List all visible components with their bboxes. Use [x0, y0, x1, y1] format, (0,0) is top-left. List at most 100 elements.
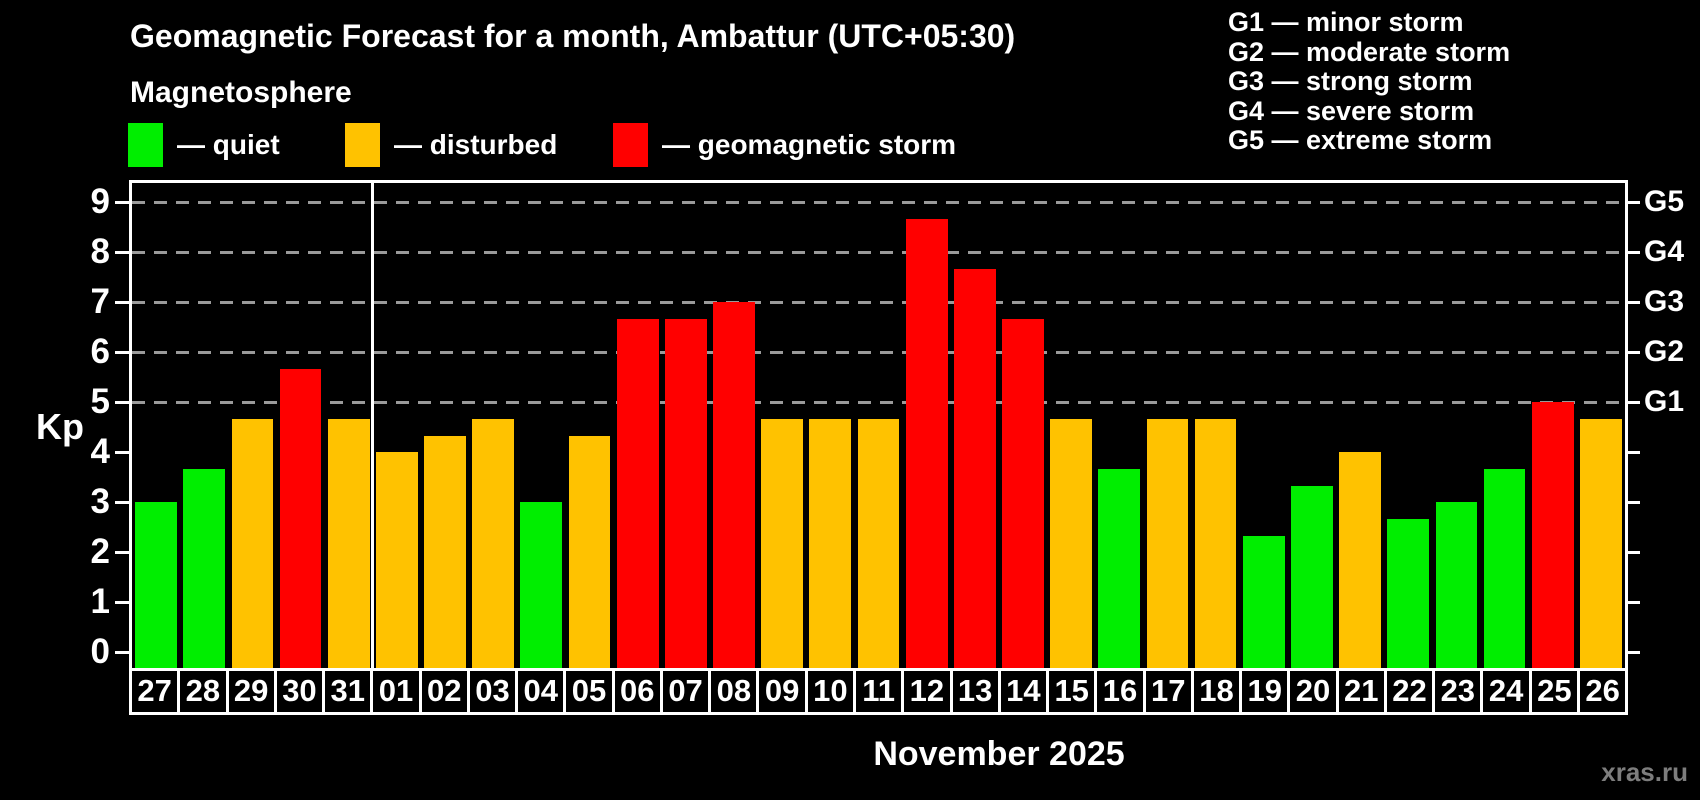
kp-bar-day-24	[1483, 468, 1526, 668]
kp-bar-day-30	[279, 368, 322, 668]
storm-scale-line-g5: G5 — extreme storm	[1228, 125, 1493, 155]
left-tick-kp-2	[115, 550, 129, 554]
kp-bar-day-20	[1291, 485, 1333, 668]
gridline-kp-7	[132, 300, 1625, 304]
plot-area	[129, 180, 1628, 671]
x-day-cell-29: 29	[225, 668, 274, 715]
kp-bar-day-25	[1531, 402, 1574, 668]
kp-bar-day-10	[809, 418, 852, 668]
left-tick-kp-6	[115, 350, 129, 354]
month-separator-line	[371, 183, 375, 668]
y-tick-label-1: 1	[90, 582, 110, 621]
x-day-cell-16: 16	[1094, 668, 1143, 715]
x-day-cell-06: 06	[611, 668, 660, 715]
legend-label-disturbed: — disturbed	[394, 129, 558, 160]
kp-bar-day-13	[953, 268, 996, 668]
y-tick-label-4: 4	[90, 432, 110, 471]
kp-bar-day-17	[1146, 418, 1189, 668]
x-day-cell-02: 02	[418, 668, 467, 715]
chart-title: Geomagnetic Forecast for a month, Ambatt…	[130, 18, 1016, 54]
legend-swatch-quiet	[128, 123, 163, 167]
y-tick-label-3: 3	[90, 482, 110, 521]
gridline-kp-8	[132, 250, 1625, 254]
y-tick-label-5: 5	[90, 382, 110, 421]
right-tick-kp-8	[1626, 250, 1640, 254]
kp-bar-day-11	[857, 418, 900, 668]
x-day-cell-19: 19	[1239, 668, 1288, 715]
storm-scale-line-g4: G4 — severe storm	[1228, 95, 1475, 126]
left-tick-kp-5	[115, 400, 129, 404]
x-day-cell-04: 04	[515, 668, 564, 715]
right-axis-label-g3: G3	[1644, 285, 1685, 318]
right-axis-label-g5: G5	[1644, 185, 1685, 218]
legend-swatch-storm	[613, 123, 648, 167]
right-tick-kp-1	[1626, 600, 1640, 604]
x-day-cell-26: 26	[1576, 668, 1629, 715]
kp-bar-day-28	[183, 468, 226, 668]
x-day-cell-18: 18	[1190, 668, 1240, 715]
left-tick-kp-3	[115, 500, 129, 504]
x-day-cell-10: 10	[804, 668, 853, 715]
x-day-cell-21: 21	[1335, 668, 1384, 715]
x-day-cell-08: 08	[708, 668, 757, 715]
right-tick-kp-7	[1626, 300, 1640, 304]
kp-bar-day-07	[664, 318, 707, 668]
x-day-cell-17: 17	[1142, 668, 1191, 715]
right-tick-kp-9	[1626, 200, 1640, 204]
gridline-kp-9	[132, 200, 1625, 204]
kp-bar-day-22	[1387, 518, 1430, 668]
storm-scale-line-g2: G2 — moderate storm	[1228, 36, 1511, 67]
x-day-cell-30: 30	[273, 668, 323, 715]
kp-bar-day-31	[327, 418, 370, 668]
x-day-cell-03: 03	[466, 668, 516, 715]
left-tick-kp-7	[115, 300, 129, 304]
y-tick-label-7: 7	[90, 282, 110, 321]
right-axis-label-g4: G4	[1644, 235, 1685, 268]
y-tick-label-2: 2	[90, 532, 110, 571]
watermark: xras.ru	[1601, 757, 1688, 787]
left-tick-kp-4	[115, 450, 129, 454]
y-tick-label-6: 6	[90, 332, 110, 371]
gridline-kp-5	[132, 400, 1625, 404]
kp-bar-day-12	[905, 218, 948, 668]
kp-bar-day-21	[1339, 452, 1381, 668]
storm-scale-legend: G1 — minor storm G2 — moderate storm G3 …	[1228, 7, 1511, 156]
kp-bar-day-06	[616, 318, 659, 668]
kp-bar-day-16	[1098, 468, 1141, 668]
x-day-cell-20: 20	[1287, 668, 1336, 715]
right-axis-label-g2: G2	[1644, 335, 1685, 368]
x-day-cell-12: 12	[901, 668, 950, 715]
y-tick-label-0: 0	[90, 632, 110, 671]
x-day-cell-01: 01	[370, 668, 419, 715]
legend-swatch-disturbed	[345, 123, 380, 167]
kp-bar-day-01	[376, 452, 418, 668]
left-tick-kp-8	[115, 250, 129, 254]
x-day-cell-31: 31	[322, 668, 371, 715]
kp-bar-day-02	[424, 435, 466, 668]
kp-bar-day-15	[1050, 418, 1092, 668]
y-axis-label: Kp	[36, 406, 84, 447]
x-day-cell-24: 24	[1480, 668, 1529, 715]
legend-label-quiet: — quiet	[177, 129, 280, 160]
x-day-cell-27: 27	[129, 668, 178, 715]
right-tick-kp-2	[1626, 550, 1640, 554]
x-day-cell-11: 11	[852, 668, 902, 715]
kp-bar-day-05	[568, 435, 611, 668]
x-axis-title: November 2025	[873, 735, 1125, 773]
kp-bar-day-29	[231, 418, 274, 668]
kp-bar-day-09	[761, 418, 804, 668]
kp-bar-day-18	[1194, 418, 1237, 668]
left-tick-kp-9	[115, 200, 129, 204]
kp-bar-day-23	[1435, 502, 1478, 668]
x-day-cell-05: 05	[563, 668, 612, 715]
left-tick-kp-0	[115, 650, 129, 654]
right-tick-kp-5	[1626, 400, 1640, 404]
chart-subtitle: Magnetosphere	[130, 76, 352, 109]
left-tick-kp-1	[115, 600, 129, 604]
right-tick-kp-6	[1626, 350, 1640, 354]
storm-scale-line-g3: G3 — strong storm	[1228, 66, 1473, 96]
x-day-cell-25: 25	[1528, 668, 1577, 715]
x-day-cell-22: 22	[1383, 668, 1433, 715]
kp-bar-day-14	[1002, 318, 1044, 668]
legend-label-storm: — geomagnetic storm	[662, 129, 957, 160]
